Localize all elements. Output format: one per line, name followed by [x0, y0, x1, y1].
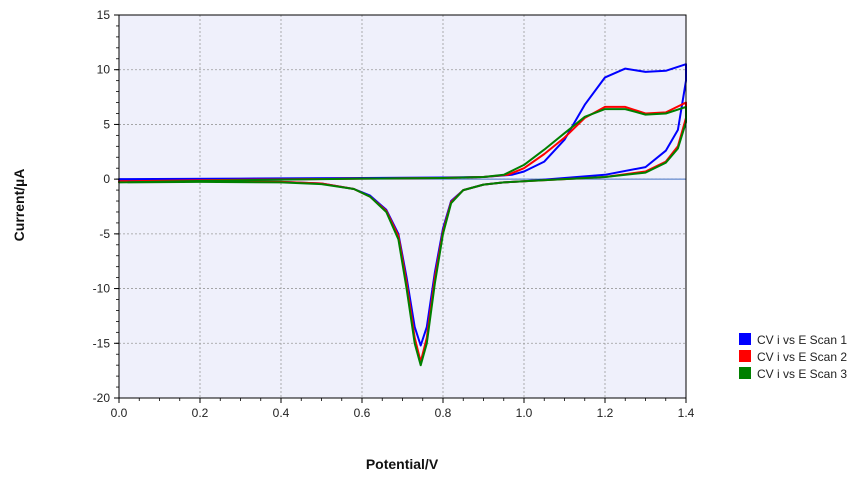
y-axis-title: Current/µA: [11, 169, 27, 242]
legend: CV i vs E Scan 1 CV i vs E Scan 2 CV i vs …: [739, 333, 847, 381]
x-tick-label: 1.0: [516, 406, 533, 420]
x-tick-label: 0.8: [435, 406, 452, 420]
y-tick-label: -10: [93, 282, 111, 296]
y-axis: 15 10 5 0 -5 -10 -15 -20: [93, 8, 119, 405]
legend-swatch: [739, 350, 751, 362]
x-axis-title: Potential/V: [366, 456, 439, 472]
y-tick-label: 0: [103, 172, 110, 186]
y-tick-label: 10: [97, 63, 111, 77]
x-tick-label: 1.2: [597, 406, 614, 420]
legend-swatch: [739, 367, 751, 379]
y-tick-label: 15: [97, 8, 111, 22]
x-tick-label: 0.4: [273, 406, 290, 420]
y-tick-label: -5: [99, 227, 110, 241]
y-tick-label: -20: [93, 391, 111, 405]
series-line-scan-3: [118, 105, 687, 367]
y-tick-label: 5: [103, 117, 110, 131]
y-tick-label: -15: [93, 336, 111, 350]
legend-label: CV i vs E Scan 3: [757, 367, 847, 381]
x-axis: 0.0 0.2 0.4 0.6 0.8 1.0 1.2 1.4: [111, 398, 695, 420]
legend-label: CV i vs E Scan 1: [757, 333, 847, 347]
x-tick-label: 1.4: [678, 406, 695, 420]
series-layer: [118, 63, 687, 367]
x-tick-label: 0.2: [192, 406, 209, 420]
plot-background: [119, 15, 686, 398]
x-tick-label: 0.0: [111, 406, 128, 420]
legend-label: CV i vs E Scan 2: [757, 350, 847, 364]
x-tick-label: 0.6: [354, 406, 371, 420]
legend-swatch: [739, 333, 751, 345]
